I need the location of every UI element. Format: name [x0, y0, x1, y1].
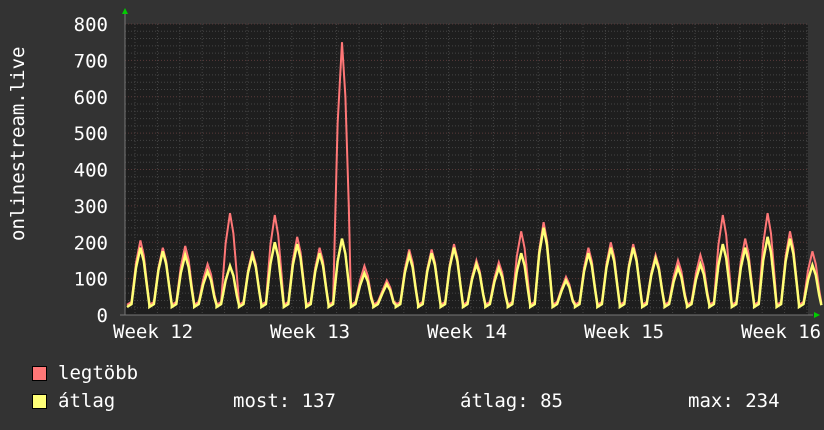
y-axis-label: onlinestream.live	[7, 46, 29, 241]
y-tick-label: 300	[74, 196, 108, 218]
legend-label-atlag: átlag	[58, 390, 116, 412]
stat-most: most: 137	[233, 390, 336, 412]
x-tick-label: Week 12	[113, 321, 193, 343]
y-tick-label: 500	[74, 123, 108, 145]
stat-atlag: átlag: 85	[460, 390, 563, 412]
plot-area	[125, 24, 808, 315]
y-tick-label: 0	[97, 305, 108, 327]
series-line-atlag	[126, 227, 823, 310]
legend-swatch-atlag	[32, 394, 47, 409]
y-tick-label: 200	[74, 232, 108, 254]
legend-label-legtobb: legtöbb	[58, 362, 139, 384]
legend-swatch-legtobb	[32, 366, 47, 381]
x-tick-label: Week 14	[427, 321, 507, 343]
y-axis-arrow	[122, 8, 128, 14]
y-tick-label: 700	[74, 50, 108, 72]
y-tick-label: 400	[74, 160, 108, 182]
x-tick-label: Week 15	[584, 321, 664, 343]
y-tick-label: 600	[74, 87, 108, 109]
y-tick-label: 100	[74, 269, 108, 291]
stat-max: max: 234	[688, 390, 780, 412]
chart: 0 100 200 300 400 500 600 700 800 Week 12 Week 13 W…	[74, 8, 823, 343]
x-tick-label: Week 13	[270, 321, 350, 343]
x-tick-label: Week 16	[741, 321, 821, 343]
x-axis-arrow	[814, 312, 820, 318]
y-tick-label: 800	[74, 14, 108, 36]
